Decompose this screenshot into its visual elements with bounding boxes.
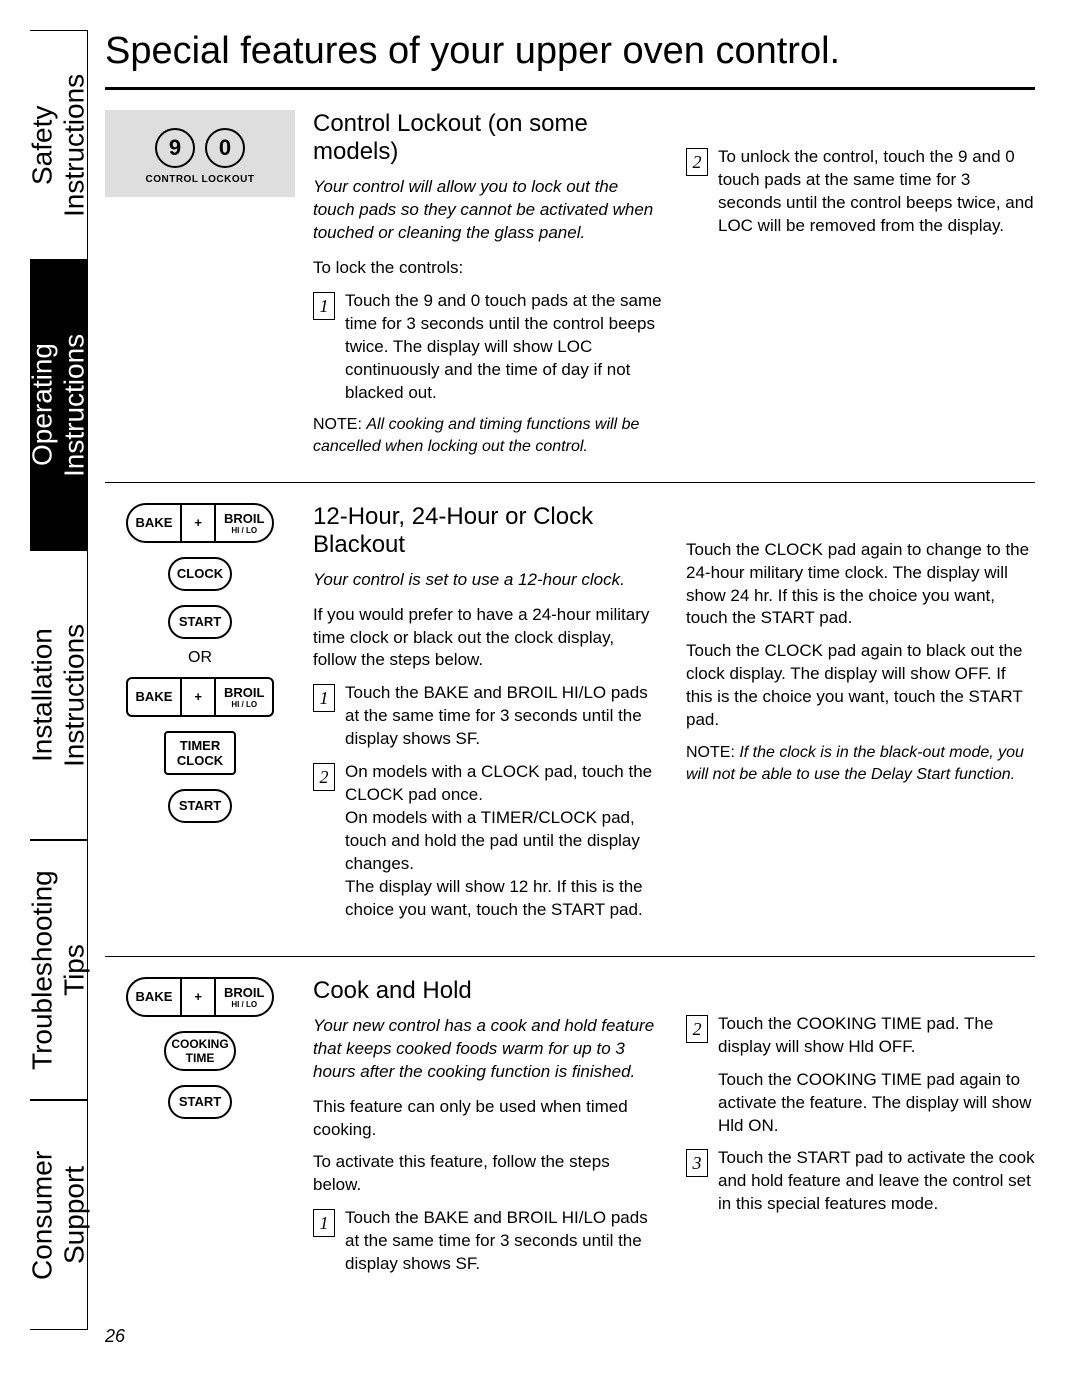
- step-number-1: 1: [313, 1209, 335, 1237]
- button-0: 0: [205, 128, 245, 168]
- cooking-time-button: COOKING TIME: [164, 1031, 236, 1071]
- diagram-cook-hold: BAKE + BROILHI / LO COOKING TIME START: [105, 977, 295, 1119]
- or-label: OR: [105, 649, 295, 667]
- diagram-clock-b: BAKE + BROILHI / LO TIMER CLOCK START: [105, 677, 295, 823]
- tab-operating: Operating Instructions: [30, 260, 88, 550]
- cook-hold-lead1: This feature can only be used when timed…: [313, 1096, 662, 1142]
- cook-hold-step1: Touch the BAKE and BROIL HI/LO pads at t…: [345, 1207, 662, 1276]
- divider: [105, 482, 1035, 483]
- cook-hold-step3: Touch the START pad to activate the cook…: [718, 1147, 1035, 1216]
- side-tabs: Safety Instructions Operating Instructio…: [30, 30, 88, 1330]
- bake-broil-group: BAKE + BROILHI / LO: [126, 503, 275, 543]
- tab-troubleshooting: Troubleshooting Tips: [30, 840, 88, 1100]
- heading-cook-hold: Cook and Hold: [313, 977, 662, 1005]
- section-clock: BAKE + BROILHI / LO CLOCK START OR BAKE …: [105, 503, 1035, 932]
- step-number-2: 2: [686, 148, 708, 176]
- start-button: START: [168, 1085, 232, 1119]
- tab-installation: Installation Instructions: [30, 550, 88, 840]
- section-control-lockout: 9 0 CONTROL LOCKOUT Control Lockout (on …: [105, 110, 1035, 458]
- step-number-1: 1: [313, 684, 335, 712]
- intro-cook-hold: Your new control has a cook and hold fea…: [313, 1015, 662, 1084]
- lockout-step2: To unlock the control, touch the 9 and 0…: [718, 146, 1035, 238]
- clock-step2: On models with a CLOCK pad, touch the CL…: [345, 761, 662, 922]
- cook-hold-step2: Touch the COOKING TIME pad. The display …: [718, 1013, 1035, 1059]
- clock-lead: If you would prefer to have a 24-hour mi…: [313, 604, 662, 673]
- start-button: START: [168, 605, 232, 639]
- clock-note: NOTE: If the clock is in the black-out m…: [686, 742, 1035, 785]
- divider: [105, 956, 1035, 957]
- intro-lockout: Your control will allow you to lock out …: [313, 176, 662, 245]
- diagram-clock-a: BAKE + BROILHI / LO CLOCK START: [105, 503, 295, 639]
- diagram-lockout: 9 0 CONTROL LOCKOUT: [105, 110, 295, 197]
- tab-safety: Safety Instructions: [30, 30, 88, 260]
- page-number: 26: [105, 1326, 125, 1347]
- cook-hold-right2b: Touch the COOKING TIME pad again to acti…: [718, 1069, 1035, 1138]
- divider: [105, 87, 1035, 90]
- bake-broil-group-square: BAKE + BROILHI / LO: [126, 677, 275, 717]
- section-cook-hold: BAKE + BROILHI / LO COOKING TIME START C…: [105, 977, 1035, 1286]
- tab-consumer-support: Consumer Support: [30, 1100, 88, 1330]
- button-9: 9: [155, 128, 195, 168]
- lockout-step1: Touch the 9 and 0 touch pads at the same…: [345, 290, 662, 405]
- step-number-2: 2: [686, 1015, 708, 1043]
- start-button: START: [168, 789, 232, 823]
- clock-button: CLOCK: [168, 557, 232, 591]
- cook-hold-lead2: To activate this feature, follow the ste…: [313, 1151, 662, 1197]
- heading-lockout: Control Lockout (on some models): [313, 110, 662, 166]
- step-number-1: 1: [313, 292, 335, 320]
- clock-step1: Touch the BAKE and BROIL HI/LO pads at t…: [345, 682, 662, 751]
- bake-broil-group: BAKE + BROILHI / LO: [126, 977, 275, 1017]
- timer-clock-button: TIMER CLOCK: [164, 731, 236, 775]
- caption-control-lockout: CONTROL LOCKOUT: [105, 174, 295, 185]
- to-lock-label: To lock the controls:: [313, 257, 662, 280]
- step-number-2: 2: [313, 763, 335, 791]
- page-title: Special features of your upper oven cont…: [105, 30, 1035, 73]
- clock-right2: Touch the CLOCK pad again to black out t…: [686, 640, 1035, 732]
- intro-clock: Your control is set to use a 12-hour clo…: [313, 569, 662, 592]
- lockout-note: NOTE: All cooking and timing functions w…: [313, 414, 662, 457]
- step-number-3: 3: [686, 1149, 708, 1177]
- clock-right1: Touch the CLOCK pad again to change to t…: [686, 539, 1035, 631]
- heading-clock: 12-Hour, 24-Hour or Clock Blackout: [313, 503, 662, 559]
